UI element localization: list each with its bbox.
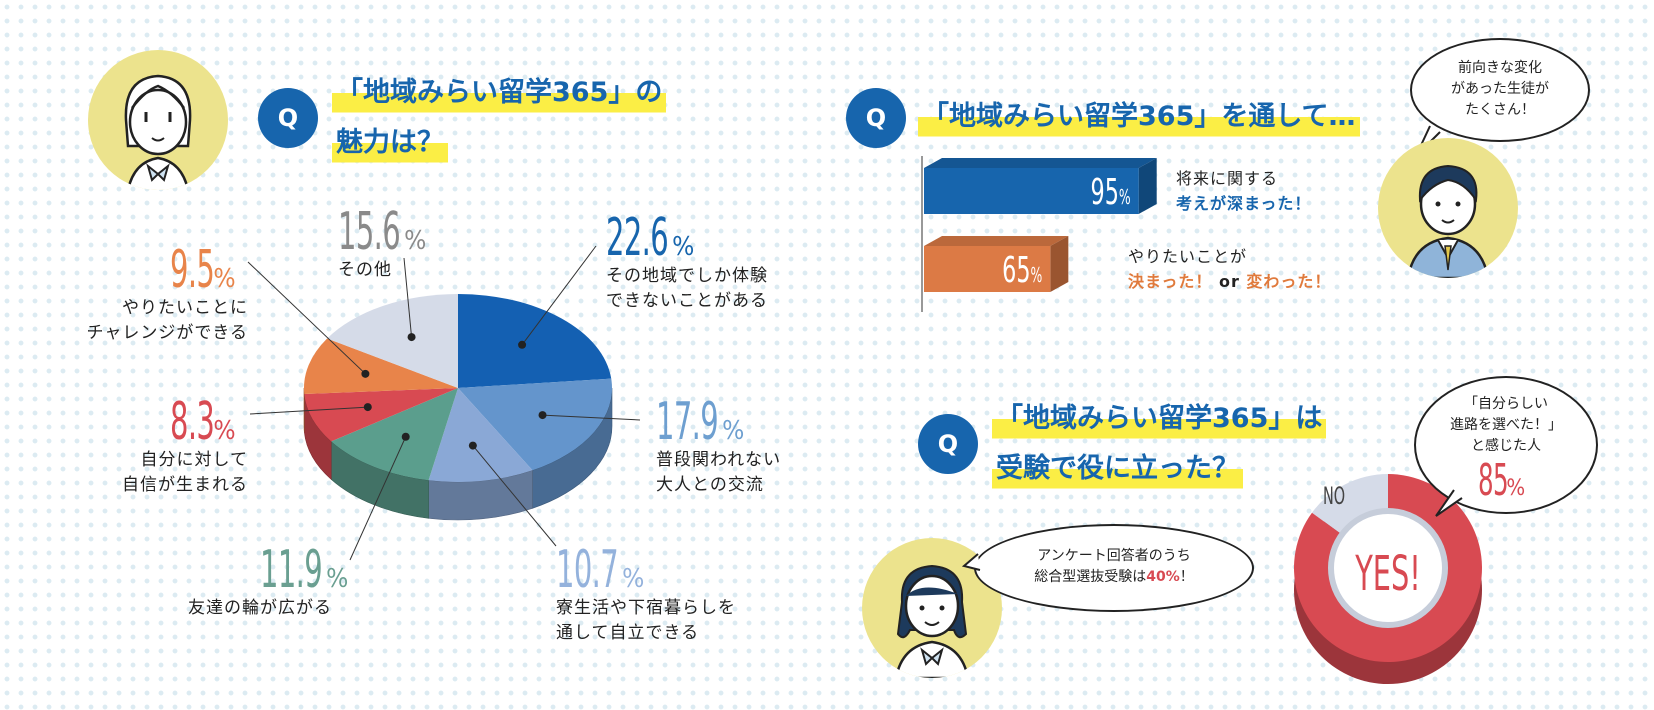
question-title-2-text: 「地域みらい留学365」を通して… xyxy=(918,94,1360,140)
pie-slice-1 xyxy=(458,378,612,471)
speech-bubble-top-right: 前向きな変化 があった生徒が たくさん！ xyxy=(1410,38,1590,142)
pie-slice-2 xyxy=(428,388,533,482)
speech-bubble-bottom-left: アンケート回答者のうち 総合型選抜受験は40%！ xyxy=(974,524,1254,612)
bar-side-1 xyxy=(1050,236,1069,292)
pie-label-3: 友達の輪が広がる xyxy=(188,598,332,618)
bubble-tail-donut xyxy=(1435,489,1463,517)
pie-leader-line-5 xyxy=(247,261,366,375)
pie-label-5: やりたいことに チャレンジができる xyxy=(86,298,248,343)
question-title-2: 「地域みらい留学365」を通して… xyxy=(918,94,1360,140)
bar-1 xyxy=(924,246,1051,292)
pie-label-group-3: 11.9% 友達の輪が広がる xyxy=(188,544,360,621)
pie-label-group-1: 17.9% 普段関われない 大人との交流 xyxy=(656,396,781,498)
pie-leader-line-0 xyxy=(521,245,597,346)
bar-label-1: やりたいことが 決まった！ or 変わった！ xyxy=(1128,247,1332,291)
question-title-1: 「地域みらい留学365」の 魅力は？ xyxy=(332,70,667,166)
donut-hole xyxy=(1332,512,1444,624)
pie-value-3: 11.9% xyxy=(260,540,348,600)
donut-chart: YES! NO xyxy=(1294,474,1482,684)
donut-segment-0 xyxy=(1294,474,1482,662)
speech-bubble-donut: 「自分らしい 進路を選べた！」 と感じた人 85% xyxy=(1414,376,1598,514)
pie-leader-dot-5 xyxy=(361,369,370,378)
pie-leader-line-2 xyxy=(472,445,557,547)
pie-leader-dot-1 xyxy=(538,411,547,420)
pie-label-0: その地域でしか体験 できないことがある xyxy=(606,266,768,311)
question-badge-1: Q xyxy=(258,88,318,148)
donut-label-no: NO xyxy=(1323,482,1345,510)
pie-slice-6 xyxy=(327,294,458,388)
pie-value-5: 9.5% xyxy=(170,240,236,300)
question-badge-2: Q xyxy=(846,88,906,148)
question-title-3: 「地域みらい留学365」は 受験で役に立った？ xyxy=(992,396,1327,492)
pie-leader-line-3 xyxy=(349,436,407,561)
bar-top-1 xyxy=(924,236,1069,246)
pie-label-group-2: 10.7% 寮生活や下宿暮らしを 通して自立できる xyxy=(556,544,736,646)
bar-label-0: 将来に関する 考えが深まった！ xyxy=(1176,169,1312,213)
pie-label-2: 寮生活や下宿暮らしを 通して自立できる xyxy=(556,598,736,643)
question-title-3-line1: 「地域みらい留学365」は xyxy=(992,396,1327,442)
pie-leader-line-6 xyxy=(403,257,413,338)
pie-label-1: 普段関われない 大人との交流 xyxy=(656,450,782,495)
pie-leader-dot-6 xyxy=(407,333,416,342)
pie-leader-dot-3 xyxy=(401,432,410,441)
pie-leader-dot-2 xyxy=(468,441,477,450)
bar-value-1: 65% xyxy=(1002,250,1042,292)
pie-value-6: 15.6% xyxy=(338,202,426,262)
pie-slice-0 xyxy=(458,294,612,388)
donut-bubble-value: 85 xyxy=(1478,455,1509,506)
question-title-1-line2: 魅力は？ xyxy=(332,120,448,166)
bar-0 xyxy=(924,168,1139,214)
pie-leader-line-4 xyxy=(249,406,368,415)
question-title-1-line1: 「地域みらい留学365」の xyxy=(332,70,667,116)
bubble-tail-bottom-left xyxy=(962,553,981,571)
question-title-3-line2: 受験で役に立った？ xyxy=(992,446,1243,492)
bar-value-0: 95% xyxy=(1091,172,1131,214)
avatar-boy xyxy=(1378,138,1518,278)
avatar-girl-bottom xyxy=(862,538,1002,678)
pie-chart xyxy=(247,245,641,561)
pie-leader-dot-0 xyxy=(518,340,527,349)
pie-value-2: 10.7% xyxy=(556,540,644,600)
donut-bubble-unit: % xyxy=(1506,476,1525,501)
pie-slice-4 xyxy=(304,388,458,442)
pie-label-group-0: 22.6% その地域でしか体験 できないことがある xyxy=(606,212,768,314)
pie-value-1: 17.9% xyxy=(656,392,744,452)
bar-chart: 95% 65% xyxy=(921,156,1157,312)
donut-segment-1 xyxy=(1311,474,1388,536)
pie-label-group-6: 15.6% その他 xyxy=(338,206,438,283)
bar-top-0 xyxy=(924,158,1157,168)
pie-label-group-4: 8.3% 自分に対して 自信が生まれる xyxy=(96,396,248,498)
donut-label-yes: YES! xyxy=(1354,546,1420,602)
pie-value-0: 22.6% xyxy=(606,208,694,268)
pie-leader-line-1 xyxy=(542,414,641,421)
pie-label-6: その他 xyxy=(338,260,392,280)
pie-value-4: 8.3% xyxy=(170,392,236,452)
donut-inner-ring xyxy=(1328,508,1448,628)
pie-leader-dot-4 xyxy=(363,403,372,412)
pie-slice-3 xyxy=(331,388,458,481)
pie-label-4: 自分に対して 自信が生まれる xyxy=(122,450,248,495)
question-badge-3: Q xyxy=(918,414,978,474)
avatar-girl-top xyxy=(88,50,228,190)
bar-side-0 xyxy=(1138,158,1157,214)
pie-label-group-5: 9.5% やりたいことに チャレンジができる xyxy=(66,244,248,346)
